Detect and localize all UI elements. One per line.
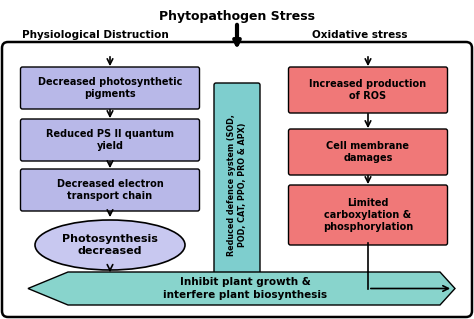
Text: Reduced PS II quantum
yield: Reduced PS II quantum yield xyxy=(46,129,174,151)
Text: Decreased electron
transport chain: Decreased electron transport chain xyxy=(56,179,164,201)
FancyBboxPatch shape xyxy=(289,67,447,113)
Text: Decreased photosynthetic
pigments: Decreased photosynthetic pigments xyxy=(38,77,182,99)
Text: Reduced defence system (SOD,
POD, CAT, PPO, PRO & APX): Reduced defence system (SOD, POD, CAT, P… xyxy=(227,114,247,256)
Text: Inhibit plant growth &
interfere plant biosynthesis: Inhibit plant growth & interfere plant b… xyxy=(163,277,327,300)
FancyBboxPatch shape xyxy=(20,67,200,109)
Ellipse shape xyxy=(35,220,185,270)
Polygon shape xyxy=(28,272,455,305)
Text: Increased production
of ROS: Increased production of ROS xyxy=(310,79,427,101)
Text: Physiological Distruction: Physiological Distruction xyxy=(22,30,168,40)
FancyBboxPatch shape xyxy=(289,185,447,245)
FancyBboxPatch shape xyxy=(2,42,472,317)
Text: Phytopathogen Stress: Phytopathogen Stress xyxy=(159,10,315,23)
Text: Cell membrane
damages: Cell membrane damages xyxy=(327,141,410,163)
Text: Photosynthesis
decreased: Photosynthesis decreased xyxy=(62,234,158,256)
FancyBboxPatch shape xyxy=(20,119,200,161)
Text: Limited
carboxylation &
phosphorylation: Limited carboxylation & phosphorylation xyxy=(323,197,413,233)
Text: Oxidative stress: Oxidative stress xyxy=(312,30,408,40)
FancyBboxPatch shape xyxy=(289,129,447,175)
FancyBboxPatch shape xyxy=(20,169,200,211)
FancyBboxPatch shape xyxy=(214,83,260,287)
